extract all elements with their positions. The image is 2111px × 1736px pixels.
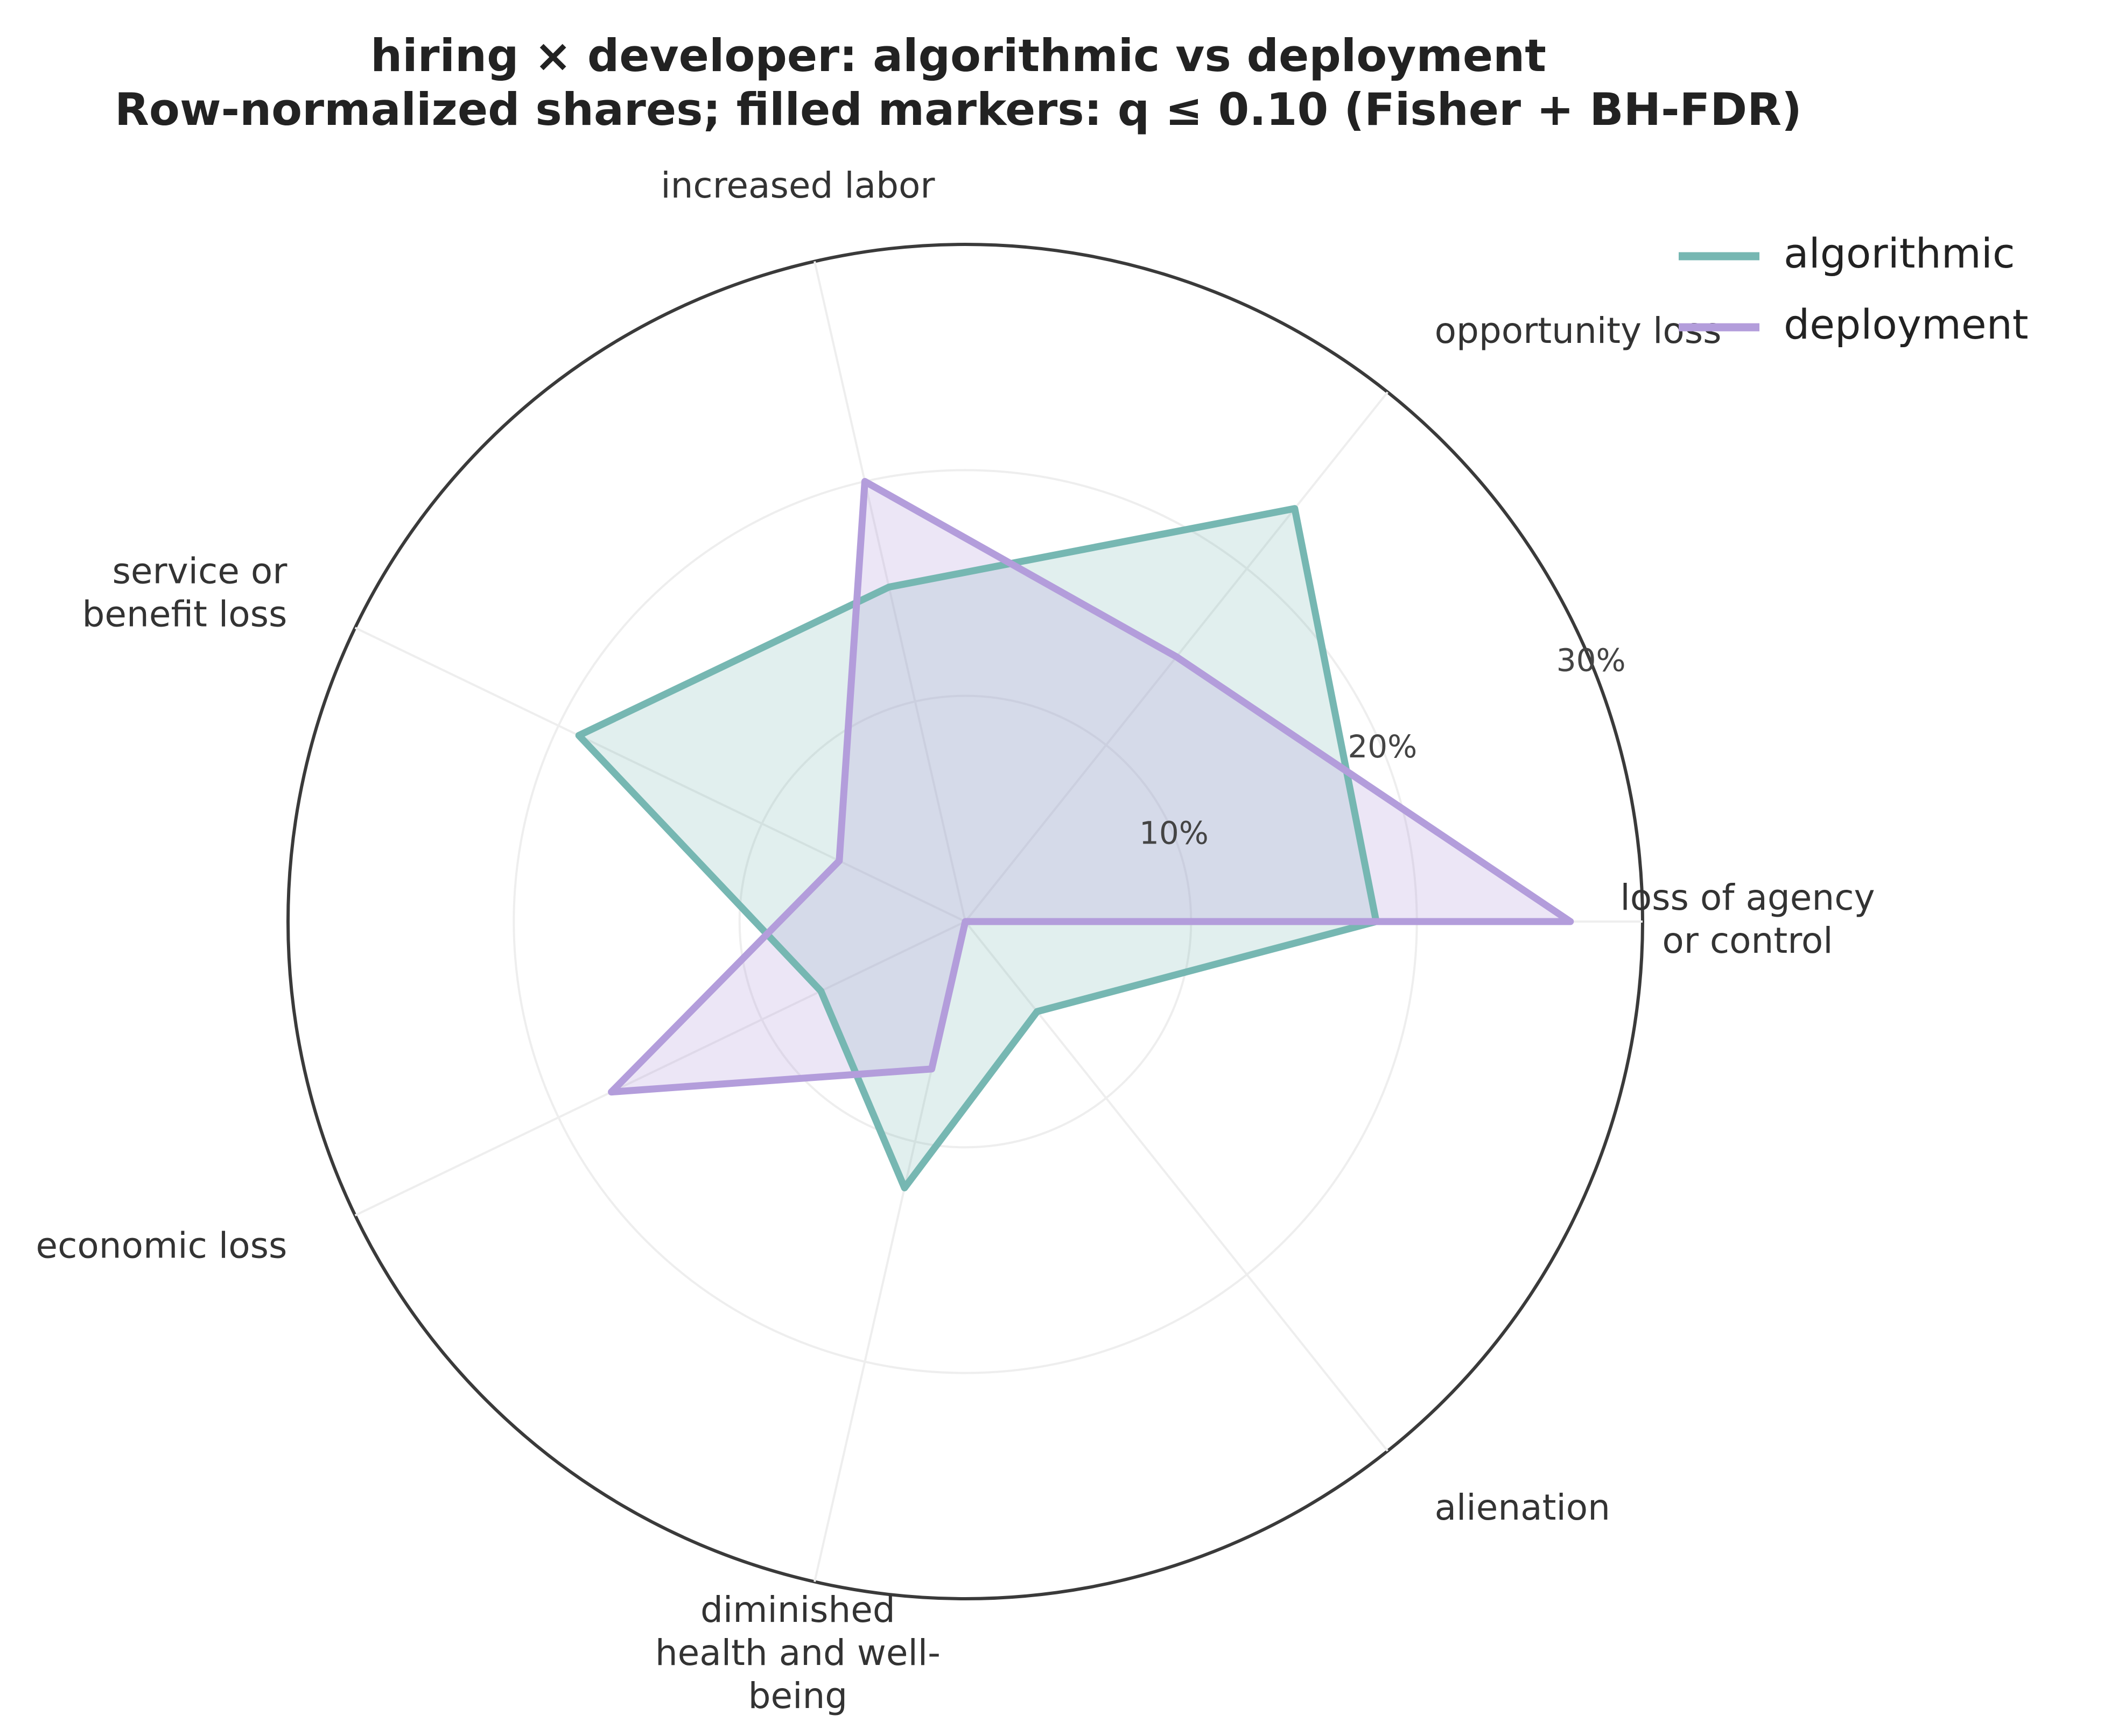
- legend-label-algorithmic: algorithmic: [1784, 229, 2015, 277]
- radial-tick-label-2: 30%: [1556, 642, 1626, 679]
- spoke-2: [813, 261, 966, 922]
- radial-ticks: 10% 20% 30%: [1139, 642, 1626, 852]
- category-label-3-0: service or: [112, 550, 287, 592]
- chart-title: hiring × developer: algorithmic vs deplo…: [370, 30, 1546, 82]
- category-label-2-0: increased labor: [661, 165, 935, 206]
- radial-tick-label-1: 20%: [1348, 728, 1417, 765]
- series-fill-algorithmic: [579, 508, 1377, 1188]
- category-label-0-1: or control: [1662, 920, 1833, 961]
- legend-label-deployment: deployment: [1784, 300, 2029, 348]
- legend: algorithmic deployment: [1679, 229, 2029, 348]
- spoke-3: [354, 627, 966, 923]
- chart-subtitle: Row-normalized shares; filled markers: q…: [115, 83, 1802, 136]
- category-label-5-2: being: [748, 1675, 848, 1717]
- category-label-5-0: diminished: [700, 1589, 895, 1630]
- category-label-3-1: benefit loss: [82, 593, 287, 635]
- category-label-1-0: opportunity loss: [1435, 310, 1722, 352]
- series-layer: [575, 477, 1574, 1192]
- series-line-algorithmic: [575, 505, 1380, 1192]
- spoke-4: [354, 920, 966, 1217]
- series-line-deployment: [608, 477, 1574, 1096]
- category-label-5-1: health and well-: [655, 1632, 941, 1674]
- category-label-0-0: loss of agency: [1620, 877, 1875, 918]
- radial-tick-label-0: 10%: [1139, 815, 1209, 852]
- series-fill-deployment: [611, 481, 1570, 1092]
- category-label-4-0: economic loss: [36, 1225, 287, 1267]
- category-label-6-0: alienation: [1435, 1487, 1610, 1528]
